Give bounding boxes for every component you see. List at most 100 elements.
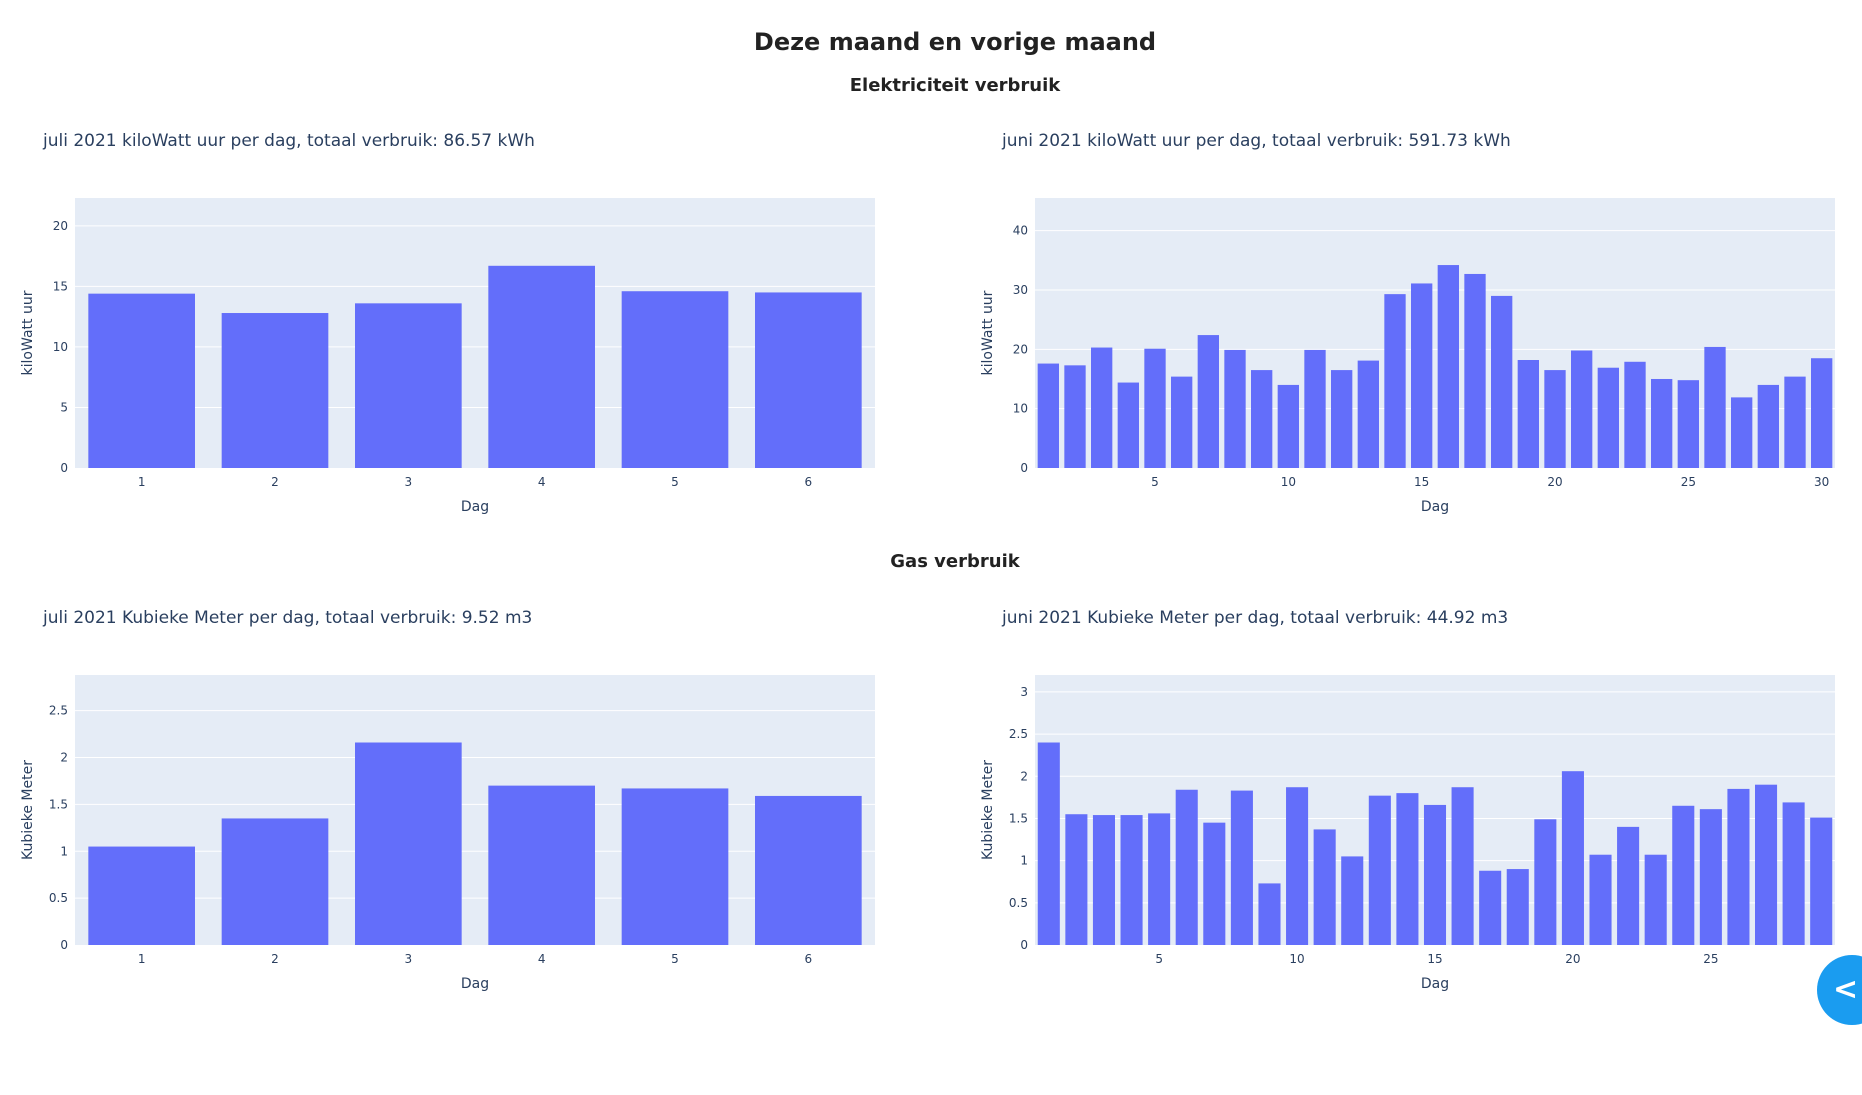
bar[interactable] <box>1224 349 1246 468</box>
x-tick-label: 3 <box>405 475 413 489</box>
bar[interactable] <box>1517 360 1539 468</box>
x-tick-label: 20 <box>1565 952 1580 966</box>
bar[interactable] <box>1451 787 1474 945</box>
bar[interactable] <box>88 293 195 468</box>
bar[interactable] <box>1437 265 1459 468</box>
bar[interactable] <box>488 265 595 468</box>
bar[interactable] <box>1589 854 1612 945</box>
bar[interactable] <box>1624 361 1646 468</box>
bar[interactable] <box>1534 819 1557 945</box>
bar[interactable] <box>621 788 729 945</box>
bar[interactable] <box>1313 829 1336 945</box>
bar[interactable] <box>1571 350 1593 468</box>
y-tick-label: 2 <box>60 751 68 765</box>
bar[interactable] <box>1544 370 1566 468</box>
bar[interactable] <box>1597 367 1619 468</box>
bar[interactable] <box>1091 347 1113 468</box>
bar[interactable] <box>1651 378 1673 468</box>
bar[interactable] <box>1617 826 1640 945</box>
bar[interactable] <box>1304 349 1326 468</box>
bar[interactable] <box>621 291 729 468</box>
bar[interactable] <box>1506 869 1529 945</box>
bar[interactable] <box>1704 346 1726 468</box>
y-tick-label: 5 <box>60 400 68 414</box>
y-axis-label: Kubieke Meter <box>20 760 36 860</box>
y-axis-label: Kubieke Meter <box>980 760 996 860</box>
bar[interactable] <box>1810 817 1833 945</box>
bar[interactable] <box>1384 294 1406 468</box>
bar[interactable] <box>1037 742 1060 946</box>
y-tick-label: 1 <box>60 844 68 858</box>
bar[interactable] <box>1396 793 1419 945</box>
plot-background <box>1035 198 1835 468</box>
bar[interactable] <box>1258 883 1281 945</box>
bar[interactable] <box>221 313 329 468</box>
bar[interactable] <box>1064 365 1086 468</box>
bar[interactable] <box>1644 854 1667 945</box>
bar[interactable] <box>1148 813 1171 945</box>
bar[interactable] <box>1731 397 1753 468</box>
x-tick-label: 15 <box>1414 475 1429 489</box>
bar[interactable] <box>1699 809 1722 945</box>
y-tick-label: 0.5 <box>49 891 68 905</box>
x-tick-label: 6 <box>805 475 813 489</box>
bar[interactable] <box>1197 335 1219 468</box>
bar[interactable] <box>1203 822 1226 945</box>
bar[interactable] <box>1175 789 1198 945</box>
x-tick-label: 1 <box>138 475 146 489</box>
bar[interactable] <box>1117 382 1139 468</box>
bar[interactable] <box>1727 788 1750 945</box>
y-tick-label: 0 <box>60 461 68 475</box>
bar[interactable] <box>755 292 862 468</box>
bar[interactable] <box>1092 815 1115 945</box>
bar[interactable] <box>1331 370 1353 468</box>
x-axis-label: Dag <box>1421 976 1449 992</box>
bar[interactable] <box>1411 283 1433 468</box>
y-tick-label: 0 <box>1020 938 1028 952</box>
bar[interactable] <box>1286 787 1309 945</box>
bar[interactable] <box>755 795 862 945</box>
bar[interactable] <box>1757 384 1779 468</box>
x-tick-label: 20 <box>1547 475 1562 489</box>
bar[interactable] <box>1423 804 1447 945</box>
bar[interactable] <box>1065 814 1088 945</box>
y-tick-label: 2 <box>1020 769 1028 783</box>
bar[interactable] <box>355 303 462 468</box>
bar[interactable] <box>1037 363 1059 468</box>
bar[interactable] <box>1277 384 1299 468</box>
x-axis-label: Dag <box>461 976 489 992</box>
y-tick-label: 0 <box>1020 461 1028 475</box>
x-tick-label: 30 <box>1814 475 1829 489</box>
bar[interactable] <box>88 846 195 945</box>
bar[interactable] <box>1144 348 1166 468</box>
bar[interactable] <box>1672 805 1695 945</box>
bar[interactable] <box>1561 771 1584 945</box>
bar[interactable] <box>1491 295 1513 468</box>
bar[interactable] <box>1341 856 1364 945</box>
chart-title-elec-july: juli 2021 kiloWatt uur per dag, totaal v… <box>43 131 535 151</box>
chart-gas-june: 0 0.5 1 1.5 2 2.5 3 5 10 15 20 25 Dag Kubieke Meter <box>980 675 1835 992</box>
bar[interactable] <box>1755 784 1778 945</box>
bar[interactable] <box>1171 376 1193 468</box>
bar[interactable] <box>1120 815 1143 945</box>
bar[interactable] <box>1782 802 1805 945</box>
bar[interactable] <box>1230 790 1253 945</box>
bar[interactable] <box>488 785 595 945</box>
bar[interactable] <box>1464 273 1486 468</box>
y-tick-label: 2.5 <box>49 704 68 718</box>
y-tick-label: 2.5 <box>1009 727 1028 741</box>
chart-gas-july: 0 0.5 1 1.5 2 2.5 1 2 3 4 5 6 Dag Kubieke Meter <box>20 675 875 992</box>
bar[interactable] <box>355 742 462 946</box>
bar[interactable] <box>1251 370 1273 468</box>
bar[interactable] <box>1368 795 1391 945</box>
bar[interactable] <box>1784 376 1806 468</box>
x-tick-label: 5 <box>1151 475 1159 489</box>
y-tick-label: 20 <box>53 219 68 233</box>
bar[interactable] <box>221 818 329 945</box>
y-tick-label: 10 <box>53 340 68 354</box>
bar[interactable] <box>1357 360 1379 468</box>
bar[interactable] <box>1677 380 1699 468</box>
bar[interactable] <box>1811 358 1833 468</box>
x-tick-label: 5 <box>671 952 679 966</box>
bar[interactable] <box>1479 870 1502 945</box>
